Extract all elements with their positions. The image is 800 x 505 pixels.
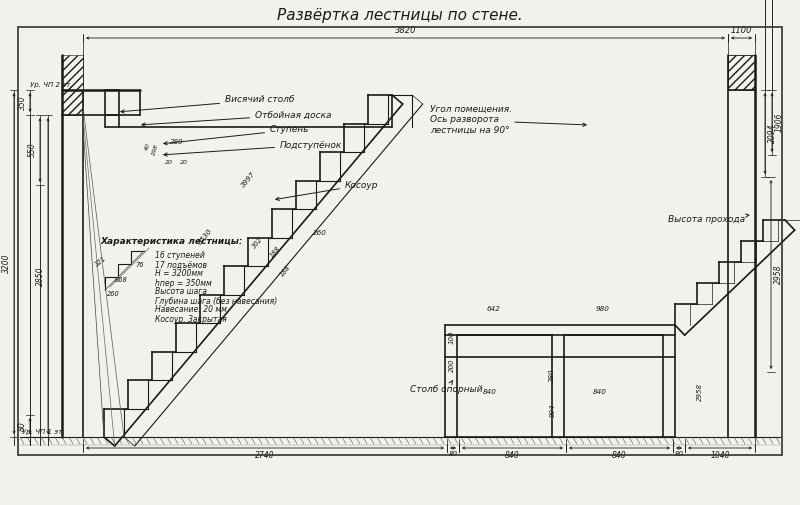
Text: 868: 868 (115, 277, 128, 283)
Text: 20: 20 (165, 160, 173, 165)
Text: 904: 904 (550, 403, 556, 417)
Text: 76: 76 (135, 262, 143, 268)
Text: 2850: 2850 (36, 266, 45, 286)
Text: Высота прохода: Высота прохода (668, 214, 749, 225)
Text: Отбойная доска: Отбойная доска (142, 111, 331, 126)
Text: Угол помещения.
Ось разворота
лестницы на 90°: Угол помещения. Ось разворота лестницы н… (430, 105, 512, 135)
Text: 350: 350 (18, 95, 27, 110)
Text: Косоур: Косоур (276, 180, 378, 200)
Text: 642: 642 (487, 306, 501, 312)
Text: 260: 260 (313, 230, 327, 236)
Text: 188: 188 (269, 245, 282, 259)
Text: 80: 80 (18, 421, 27, 431)
Text: Подступёнок: Подступёнок (164, 140, 342, 156)
Text: 20: 20 (180, 160, 188, 165)
Text: Навесание: 20 мм.: Навесание: 20 мм. (155, 306, 230, 315)
Text: 2958: 2958 (774, 265, 783, 284)
Text: Ступень: Ступень (164, 126, 310, 145)
Text: 3997: 3997 (240, 171, 256, 189)
Text: 198: 198 (150, 143, 159, 157)
Text: 2094: 2094 (768, 124, 777, 143)
Text: 80: 80 (449, 451, 458, 457)
Text: 840: 840 (483, 389, 497, 395)
Text: hпер = 350мм: hпер = 350мм (155, 278, 212, 287)
Bar (62, 55, 83, 115)
Text: 260: 260 (107, 291, 120, 297)
Text: 3820: 3820 (394, 26, 416, 35)
Text: 3200: 3200 (2, 254, 11, 273)
Text: 2740: 2740 (255, 451, 274, 460)
Text: Висячий столб: Висячий столб (121, 95, 294, 113)
Text: Косоур. Закрытая: Косоур. Закрытая (155, 315, 226, 324)
Text: Ур. ЧП 2 эт.: Ур. ЧП 2 эт. (30, 82, 73, 88)
Text: 280: 280 (549, 368, 555, 382)
Text: 1040: 1040 (710, 451, 730, 460)
Text: 200: 200 (449, 358, 455, 372)
Text: 3530: 3530 (197, 228, 214, 246)
Text: Высота шага: Высота шага (155, 287, 207, 296)
Text: 17 подъёмов: 17 подъёмов (155, 261, 207, 270)
Text: 840: 840 (593, 389, 607, 395)
Text: 302: 302 (252, 236, 264, 250)
Text: 1906: 1906 (775, 113, 784, 132)
Text: 280: 280 (170, 139, 183, 145)
Text: Развёртка лестницы по стене.: Развёртка лестницы по стене. (277, 8, 523, 23)
Text: 40: 40 (144, 142, 152, 152)
Text: Глубина шага (без навесания): Глубина шага (без навесания) (155, 296, 278, 306)
Text: 840: 840 (612, 451, 627, 460)
Text: 188: 188 (278, 264, 291, 278)
Text: 100: 100 (449, 330, 455, 344)
Text: Столб опорный: Столб опорный (410, 380, 482, 394)
Bar (18, 27, 782, 455)
Text: Характеристика лестницы:: Характеристика лестницы: (100, 237, 242, 246)
Text: 16 ступеней: 16 ступеней (155, 251, 205, 261)
Text: 80: 80 (674, 451, 683, 457)
Bar (728, 55, 755, 90)
Text: 840: 840 (505, 451, 520, 460)
Text: H = 3200мм: H = 3200мм (155, 270, 203, 278)
Text: 321: 321 (94, 255, 108, 267)
Text: 1100: 1100 (730, 26, 752, 35)
Text: 2958: 2958 (697, 383, 703, 401)
Text: Ур. ЧП 1 эт.: Ур. ЧП 1 эт. (22, 429, 65, 435)
Text: 550: 550 (28, 143, 37, 158)
Text: 980: 980 (596, 306, 610, 312)
